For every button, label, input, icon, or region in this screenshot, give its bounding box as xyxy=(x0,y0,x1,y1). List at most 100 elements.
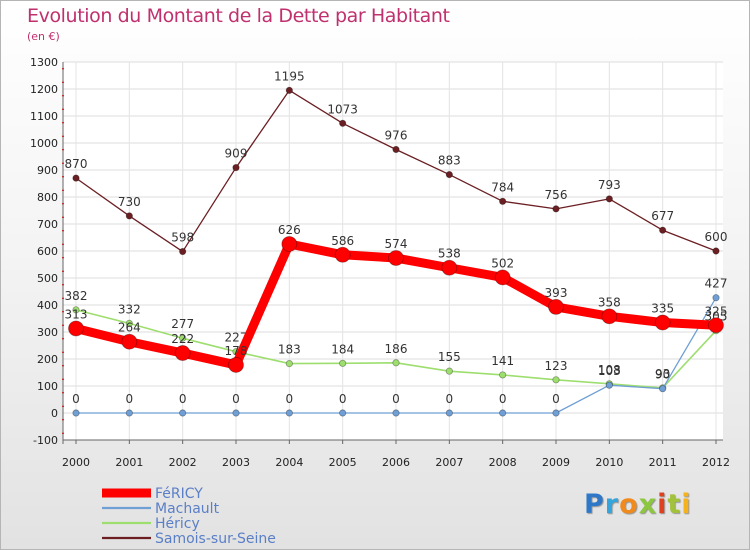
data-label: 0 xyxy=(392,392,400,406)
data-label: 335 xyxy=(651,302,674,316)
data-label: 0 xyxy=(286,392,294,406)
data-label: 90 xyxy=(655,368,670,382)
data-label: 277 xyxy=(171,317,194,331)
y-tick-label: 900 xyxy=(37,164,58,177)
data-label: 598 xyxy=(171,231,194,245)
legend-label: Samois-sur-Seine xyxy=(155,531,276,547)
data-label: 730 xyxy=(118,195,141,209)
data-label: 183 xyxy=(278,343,301,357)
data-label: 178 xyxy=(225,344,248,358)
y-tick-label: 400 xyxy=(37,299,58,312)
data-label: 332 xyxy=(118,302,141,316)
data-label: 1073 xyxy=(327,102,358,116)
y-tick-label: 100 xyxy=(37,380,58,393)
data-point xyxy=(228,357,244,373)
data-point xyxy=(494,269,511,286)
data-label: 0 xyxy=(339,392,347,406)
data-label: 93 xyxy=(655,367,670,381)
x-tick-label: 2011 xyxy=(649,456,677,469)
data-label: 1195 xyxy=(274,69,305,83)
data-point xyxy=(605,195,613,203)
data-point xyxy=(339,409,347,417)
chart-subtitle: (en €) xyxy=(27,30,60,43)
data-label: 0 xyxy=(72,392,80,406)
data-point xyxy=(392,409,400,417)
data-point xyxy=(179,409,187,417)
data-point xyxy=(232,409,240,417)
data-label: 756 xyxy=(545,188,568,202)
chart-title: Evolution du Montant de la Dette par Hab… xyxy=(27,5,450,27)
data-label: 264 xyxy=(118,321,141,335)
x-tick-label: 2002 xyxy=(169,456,197,469)
data-label: 0 xyxy=(552,392,560,406)
data-label: 141 xyxy=(491,354,514,368)
data-point xyxy=(659,385,667,393)
data-point xyxy=(392,145,400,154)
data-label: 305 xyxy=(705,310,728,324)
y-tick-label: 700 xyxy=(37,218,58,231)
legend-label: Héricy xyxy=(155,516,200,532)
data-point xyxy=(392,359,400,367)
legend-label: FéRICY xyxy=(155,486,203,502)
data-label: 538 xyxy=(438,247,461,261)
data-point xyxy=(445,409,453,417)
data-point xyxy=(72,174,80,182)
y-tick-label: 200 xyxy=(37,353,58,366)
data-label: 909 xyxy=(225,147,248,161)
x-tick-label: 2009 xyxy=(542,456,570,469)
data-point xyxy=(552,409,560,417)
data-point xyxy=(339,119,347,127)
data-point xyxy=(712,294,720,302)
x-tick-label: 2003 xyxy=(222,456,250,469)
data-label: 123 xyxy=(545,359,568,373)
data-point xyxy=(441,259,458,276)
data-label: 184 xyxy=(331,342,354,356)
data-point xyxy=(125,212,133,220)
data-point xyxy=(174,345,191,361)
y-tick-label: 1100 xyxy=(30,110,58,123)
data-label: 427 xyxy=(705,277,728,291)
data-label: 574 xyxy=(385,237,408,251)
data-point xyxy=(281,236,298,252)
data-point xyxy=(499,197,507,205)
data-point xyxy=(552,205,560,213)
y-tick-label: 500 xyxy=(37,272,58,285)
data-label: 0 xyxy=(179,392,187,406)
data-label: 0 xyxy=(232,392,240,406)
data-label: 0 xyxy=(499,392,507,406)
data-label: 793 xyxy=(598,178,621,192)
y-tick-label: 300 xyxy=(37,326,58,339)
data-label: 103 xyxy=(598,364,621,378)
data-label: 155 xyxy=(438,350,461,364)
data-point xyxy=(499,371,507,379)
data-label: 784 xyxy=(491,180,514,194)
data-label: 382 xyxy=(65,289,88,303)
data-point xyxy=(334,246,351,263)
data-point xyxy=(232,163,240,172)
data-point xyxy=(72,409,80,417)
data-label: 358 xyxy=(598,295,621,309)
x-tick-label: 2004 xyxy=(275,456,303,469)
data-label: 108 xyxy=(598,363,621,377)
y-tick-label: -100 xyxy=(33,434,58,447)
data-point xyxy=(121,333,138,350)
data-point xyxy=(285,359,293,368)
data-point xyxy=(125,319,133,327)
y-tick-label: 1300 xyxy=(30,56,58,69)
data-label: 0 xyxy=(446,392,454,406)
x-tick-label: 2001 xyxy=(115,456,143,469)
y-tick-label: 1000 xyxy=(30,137,58,150)
x-tick-label: 2006 xyxy=(382,456,410,469)
data-label: 393 xyxy=(545,286,568,300)
data-label: 222 xyxy=(171,332,194,346)
y-tick-label: 0 xyxy=(51,407,58,420)
x-tick-label: 2007 xyxy=(435,456,463,469)
data-point xyxy=(712,247,720,255)
data-label: 600 xyxy=(705,230,728,244)
data-label: 870 xyxy=(65,157,88,171)
data-point xyxy=(285,409,293,417)
data-point xyxy=(552,376,560,384)
data-point xyxy=(548,298,564,315)
